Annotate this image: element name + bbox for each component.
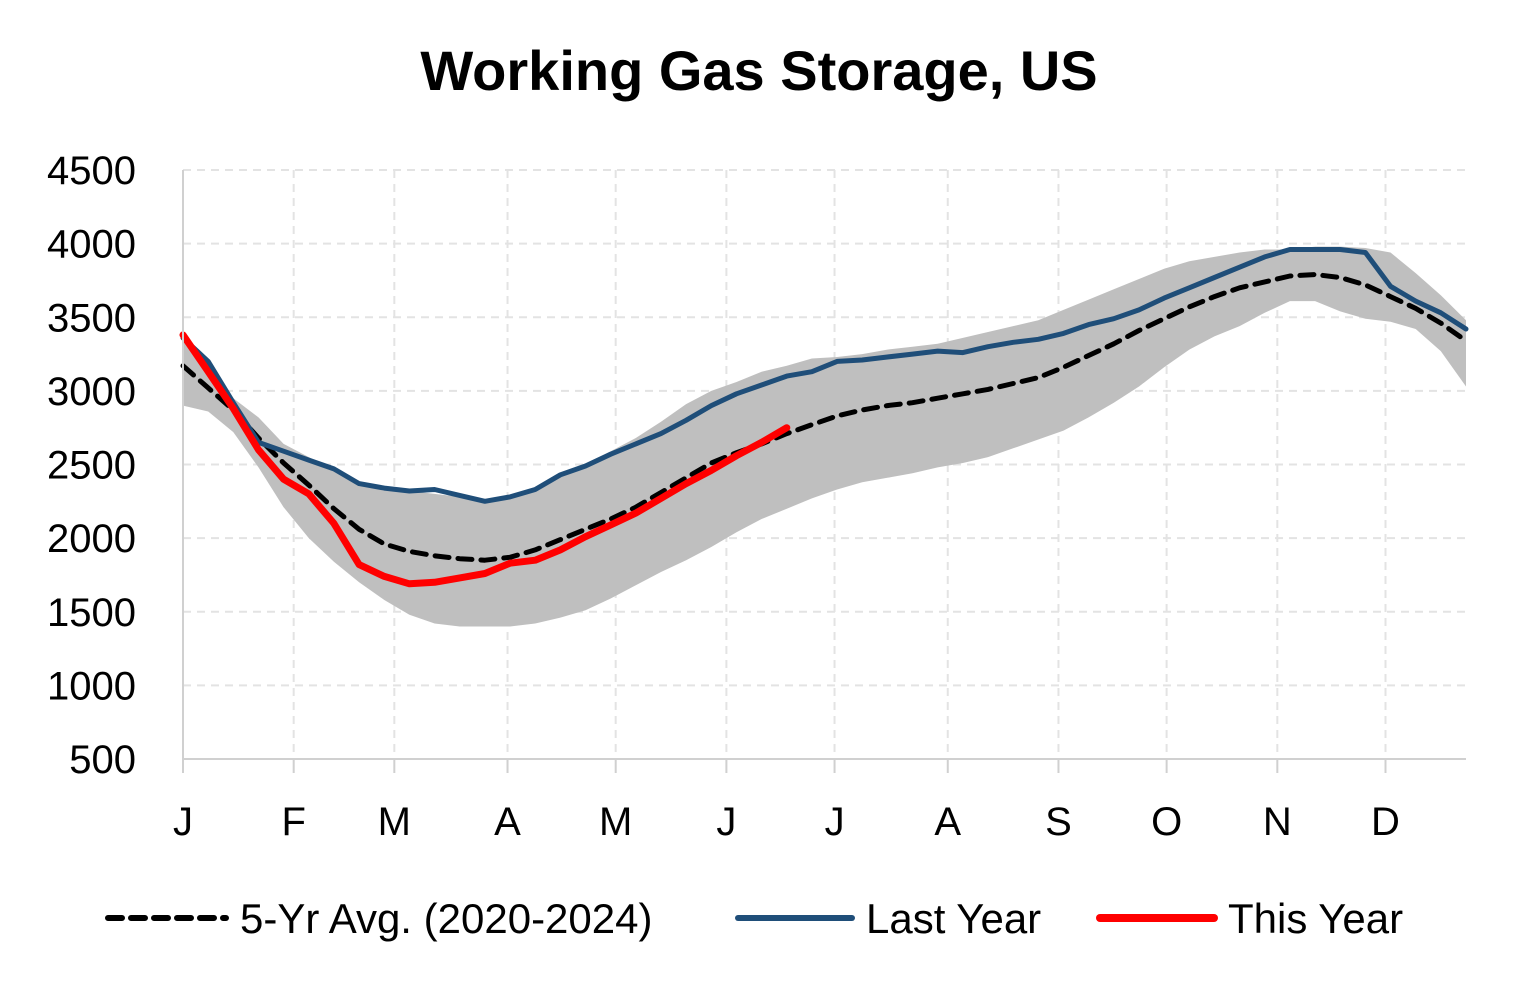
x-tick-label: A	[934, 800, 961, 844]
x-tick-label: F	[281, 800, 305, 844]
y-tick-label: 500	[69, 738, 136, 782]
y-tick-label: 3500	[47, 296, 136, 340]
series-line-5-yr-avg-2020-2024	[180, 272, 1469, 563]
y-tick-label: 1000	[47, 664, 136, 708]
axes: 500 1000 1500 2000 2500 3000 3500 4000 4500 J F M A M…	[47, 149, 1466, 844]
legend-label: This Year	[1228, 895, 1403, 942]
x-tick-label: O	[1151, 800, 1182, 844]
x-tick-label: D	[1371, 800, 1400, 844]
x-tick-label: M	[599, 800, 632, 844]
y-tick-label: 4500	[47, 149, 136, 193]
y-tick-label: 2000	[47, 517, 136, 561]
y-tick-label: 2500	[47, 444, 136, 488]
series-lines	[179, 247, 1469, 588]
x-tick-label: A	[494, 800, 521, 844]
x-tick-label: J	[716, 800, 736, 844]
x-tick-label: M	[378, 800, 411, 844]
y-tick-label: 3000	[47, 370, 136, 414]
min-max-range-band	[183, 246, 1466, 627]
series-line-this-year	[179, 331, 791, 588]
legend: 5-Yr Avg. (2020-2024) Last Year This Year	[105, 895, 1403, 942]
x-tick-label: J	[825, 800, 845, 844]
legend-label: Last Year	[866, 895, 1041, 942]
x-tick-label: N	[1263, 800, 1292, 844]
x-tick-label: J	[173, 800, 193, 844]
range-band-area	[183, 246, 1466, 627]
legend-label: 5-Yr Avg. (2020-2024)	[240, 895, 652, 942]
x-tick-label: S	[1045, 800, 1072, 844]
chart-title: Working Gas Storage, US	[420, 39, 1098, 102]
series-line-last-year	[180, 247, 1469, 504]
y-tick-label: 1500	[47, 591, 136, 635]
y-tick-label: 4000	[47, 223, 136, 267]
